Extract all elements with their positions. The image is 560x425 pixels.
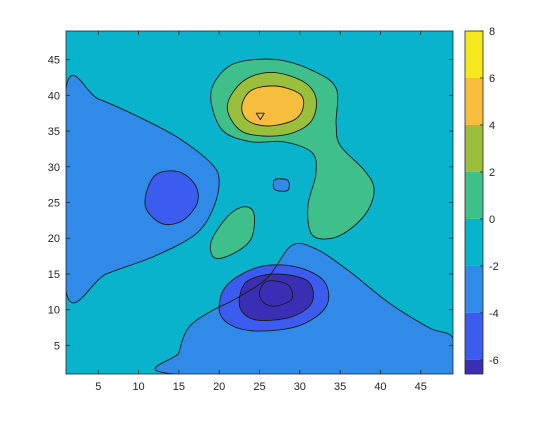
contour-line-0 bbox=[66, 74, 220, 304]
contour-line-2 bbox=[154, 242, 453, 374]
x-axis: 5 10 15 20 25 30 35 40 45 bbox=[95, 31, 427, 393]
x-tick-label-5: 30 bbox=[294, 381, 306, 393]
contour-region-1 bbox=[144, 170, 199, 225]
x-tick-label-2: 15 bbox=[173, 381, 185, 393]
contour-region-0 bbox=[66, 75, 220, 303]
colorbar-band-1 bbox=[465, 312, 483, 360]
colorbar-tick-label-2: -2 bbox=[489, 261, 499, 273]
contour-line-6 bbox=[272, 178, 290, 192]
colorbar-band-3 bbox=[465, 218, 483, 266]
x-tick-label-3: 20 bbox=[213, 381, 225, 393]
colorbar-tick-label-4: 2 bbox=[489, 167, 495, 179]
y-tick-label-2: 15 bbox=[48, 269, 60, 281]
contour-line-1 bbox=[144, 170, 199, 226]
x-tick-label-0: 5 bbox=[95, 381, 101, 393]
contour-line-3 bbox=[218, 264, 330, 332]
colorbar-band-4 bbox=[465, 171, 483, 219]
contour-line-4 bbox=[238, 273, 314, 321]
y-axis: 5 10 15 20 25 30 35 40 45 bbox=[48, 55, 453, 352]
colorbar-tick-label-6: 6 bbox=[489, 73, 495, 85]
contour-line-5 bbox=[258, 280, 294, 307]
colorbar-tick-label-1: -4 bbox=[489, 308, 499, 320]
y-tick-label-7: 40 bbox=[48, 90, 60, 102]
x-tick-label-7: 40 bbox=[374, 381, 386, 393]
colorbar-band-2 bbox=[465, 265, 483, 313]
contour-peak-marker bbox=[255, 112, 265, 121]
colorbar-band-0 bbox=[465, 359, 483, 374]
x-tick-label-4: 25 bbox=[253, 381, 265, 393]
y-tick-label-1: 10 bbox=[48, 305, 60, 317]
colorbar-tick-label-5: 4 bbox=[489, 120, 495, 132]
colorbar: -6 -4 -2 0 2 4 6 8 bbox=[464, 26, 499, 375]
y-tick-label-6: 35 bbox=[48, 126, 60, 138]
x-tick-label-6: 35 bbox=[334, 381, 346, 393]
x-tick-label-8: 45 bbox=[415, 381, 427, 393]
y-tick-label-3: 20 bbox=[48, 233, 60, 245]
colorbar-band-6 bbox=[465, 77, 483, 125]
contour-lines bbox=[66, 58, 453, 374]
y-tick-label-8: 45 bbox=[48, 55, 60, 67]
contour-line-8 bbox=[210, 58, 375, 240]
colorbar-band-5 bbox=[465, 124, 483, 172]
contour-region-7 bbox=[210, 206, 255, 259]
contour-region-6 bbox=[273, 178, 290, 192]
contour-regions bbox=[66, 59, 453, 374]
contour-region-5 bbox=[259, 280, 293, 307]
colorbar-frame bbox=[464, 30, 484, 375]
y-tick-label-4: 25 bbox=[48, 198, 60, 210]
contour-line-7 bbox=[209, 206, 255, 260]
colorbar-tick-label-7: 8 bbox=[489, 26, 495, 38]
y-tick-label-5: 30 bbox=[48, 162, 60, 174]
contour-line-9 bbox=[226, 71, 318, 137]
contour-region-10 bbox=[241, 85, 304, 126]
y-tick-label-0: 5 bbox=[54, 340, 60, 352]
colorbar-tick-label-3: 0 bbox=[489, 214, 495, 226]
x-tick-label-1: 10 bbox=[132, 381, 144, 393]
colorbar-band-7 bbox=[465, 31, 483, 78]
colorbar-tick-label-0: -6 bbox=[489, 355, 499, 367]
contour-line-10 bbox=[241, 85, 305, 127]
